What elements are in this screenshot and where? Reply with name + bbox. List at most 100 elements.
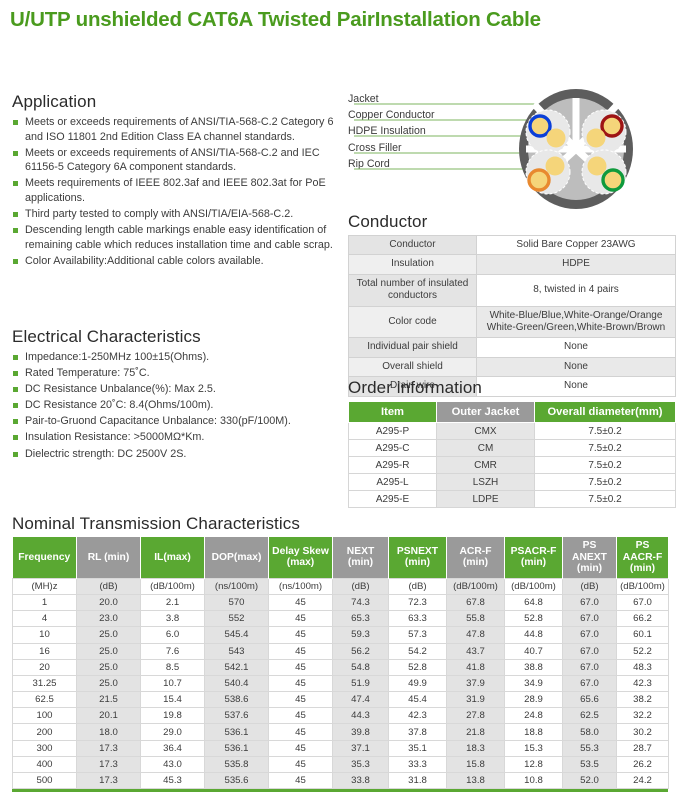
table-row: 200 18.0 29.0 536.1 45 39.8 37.8 21.8 18.8 58.0 30… <box>12 723 669 741</box>
conductor-spec-key: Conductor <box>348 234 477 256</box>
conductor-spec-key: Total number of insulated conductors <box>348 273 477 307</box>
transmission-cell: 48.3 <box>616 658 669 676</box>
cable-cross-section-diagram: Jacket Copper Conductor HDPE Insulation Cro… <box>348 88 676 210</box>
list-item: DC Resistance 20˚C: 8.4(Ohms/100m). <box>12 398 342 413</box>
transmission-cell: 540.4 <box>204 674 269 693</box>
transmission-cell: 23.0 <box>76 610 141 628</box>
transmission-cell: 24.8 <box>504 707 563 725</box>
transmission-cell: 35.1 <box>388 739 447 757</box>
application-list: Meets or exceeds requirements of ANSI/TI… <box>12 115 342 268</box>
transmission-cell: 535.8 <box>204 755 269 774</box>
transmission-cell: 54.8 <box>332 658 389 676</box>
table-row: 100 20.1 19.8 537.6 45 44.3 42.3 27.8 24.8 62.5 32… <box>12 707 669 725</box>
page-title: U/UTP unshielded CAT6A Twisted PairInsta… <box>10 8 541 31</box>
transmission-cell: 538.6 <box>204 691 269 709</box>
transmission-cell: 25.0 <box>76 626 141 644</box>
transmission-cell: 15.3 <box>504 739 563 757</box>
transmission-cell: 67.0 <box>562 610 617 628</box>
transmission-cell: 100 <box>12 707 77 725</box>
table-row: Conductor Solid Bare Copper 23AWG <box>348 234 676 256</box>
conductor-spec-key: Individual pair shield <box>348 337 477 358</box>
transmission-cell: 67.0 <box>562 626 617 644</box>
transmission-cell: 34.9 <box>504 674 563 693</box>
transmission-cell: 43.0 <box>140 755 205 774</box>
transmission-column-header: PS ANEXT (min) <box>562 537 617 579</box>
transmission-cell: 543 <box>204 642 269 660</box>
transmission-cell: 49.9 <box>388 674 447 693</box>
transmission-cell: 36.4 <box>140 739 205 757</box>
transmission-cell: 67.8 <box>446 593 505 612</box>
transmission-cell: 545.4 <box>204 626 269 644</box>
transmission-column-header: PS AACR-F (min) <box>616 537 669 579</box>
transmission-cell: 45 <box>268 691 333 709</box>
transmission-unit-cell: (ns/100m) <box>268 577 333 595</box>
table-row: Insulation HDPE <box>348 254 676 275</box>
transmission-cell: 21.5 <box>76 691 141 709</box>
transmission-column-header: Delay Skew (max) <box>268 537 333 579</box>
conductor-spec-key: Drain wire <box>348 376 477 397</box>
transmission-cell: 65.3 <box>332 610 389 628</box>
order-cell: CM <box>436 439 535 457</box>
transmission-cell: 535.6 <box>204 772 269 790</box>
conductor-spec-value: None <box>476 356 676 378</box>
transmission-cell: 64.8 <box>504 593 563 612</box>
transmission-cell: 536.1 <box>204 739 269 757</box>
transmission-cell: 67.0 <box>562 674 617 693</box>
transmission-cell: 570 <box>204 593 269 612</box>
list-item: Descending length cable markings enable … <box>12 223 342 252</box>
transmission-cell: 500 <box>12 772 77 790</box>
order-cell: A295-E <box>348 490 437 508</box>
transmission-cell: 536.1 <box>204 723 269 741</box>
table-row: 4 23.0 3.8 552 45 65.3 63.3 55.8 52.8 67.0 66.2 <box>12 610 669 628</box>
list-item: Meets requirements of IEEE 802.3af and I… <box>12 176 342 205</box>
transmission-cell: 31.8 <box>388 772 447 790</box>
conductor-spec-value: None <box>476 337 676 358</box>
transmission-cell: 552 <box>204 610 269 628</box>
transmission-cell: 6.0 <box>140 626 205 644</box>
transmission-cell: 33.3 <box>388 755 447 774</box>
transmission-cell: 55.8 <box>446 610 505 628</box>
table-row: 500 17.3 45.3 535.6 45 33.8 31.8 13.8 10.8 52.0 24… <box>12 772 669 790</box>
transmission-cell: 17.3 <box>76 772 141 790</box>
table-row: 20 25.0 8.5 542.1 45 54.8 52.8 41.8 38.8 67.0 48.3 <box>12 658 669 676</box>
transmission-cell: 37.9 <box>446 674 505 693</box>
order-heading: Order information <box>348 378 482 397</box>
table-row: A295-P CMX 7.5±0.2 <box>348 422 676 440</box>
order-information-section: Order information Item Outer Jacket Overal… <box>348 378 676 508</box>
transmission-cell: 57.3 <box>388 626 447 644</box>
conductor-spec-value: White-Blue/Blue,White-Orange/Orange Whit… <box>476 305 676 339</box>
transmission-cell: 52.2 <box>616 642 669 660</box>
transmission-unit-cell: (dB) <box>562 577 617 595</box>
transmission-cell: 45 <box>268 723 333 741</box>
table-row: 10 25.0 6.0 545.4 45 59.3 57.3 47.8 44.8 67.0 60.1 <box>12 626 669 644</box>
transmission-cell: 21.8 <box>446 723 505 741</box>
table-row: 16 25.0 7.6 543 45 56.2 54.2 43.7 40.7 67.0 52.2 <box>12 642 669 660</box>
transmission-cell: 47.4 <box>332 691 389 709</box>
table-row: Total number of insulated conductors 8, t… <box>348 273 676 307</box>
table-row: Individual pair shield None <box>348 337 676 358</box>
conductor-table: Conductor Solid Bare Copper 23AWG Insulati… <box>348 234 676 397</box>
transmission-cell: 45 <box>268 610 333 628</box>
order-cell: CMX <box>436 422 535 440</box>
diagram-callout-label: Copper Conductor <box>348 109 435 122</box>
table-row: 1 20.0 2.1 570 45 74.3 72.3 67.8 64.8 67.0 67.0 <box>12 593 669 612</box>
table-row: 31.25 25.0 10.7 540.4 45 51.9 49.9 37.9 34.9 67.0… <box>12 674 669 693</box>
transmission-cell: 45.4 <box>388 691 447 709</box>
transmission-cell: 42.3 <box>616 674 669 693</box>
transmission-cell: 39.8 <box>332 723 389 741</box>
order-cell: 7.5±0.2 <box>534 473 676 491</box>
conductor-spec-key: Overall shield <box>348 356 477 378</box>
order-table-header-row: Item Outer Jacket Overall diameter(mm) <box>348 401 676 423</box>
transmission-cell: 65.6 <box>562 691 617 709</box>
transmission-cell: 25.0 <box>76 658 141 676</box>
transmission-cell: 41.8 <box>446 658 505 676</box>
transmission-unit-cell: (dB/100m) <box>616 577 669 595</box>
transmission-cell: 45 <box>268 593 333 612</box>
order-cell: A295-P <box>348 422 437 440</box>
transmission-cell: 17.3 <box>76 739 141 757</box>
list-item: Third party tested to comply with ANSI/T… <box>12 207 342 222</box>
conductor-spec-value: HDPE <box>476 254 676 275</box>
transmission-cell: 1 <box>12 593 77 612</box>
transmission-column-header: DOP(max) <box>204 537 269 579</box>
transmission-cell: 52.8 <box>388 658 447 676</box>
